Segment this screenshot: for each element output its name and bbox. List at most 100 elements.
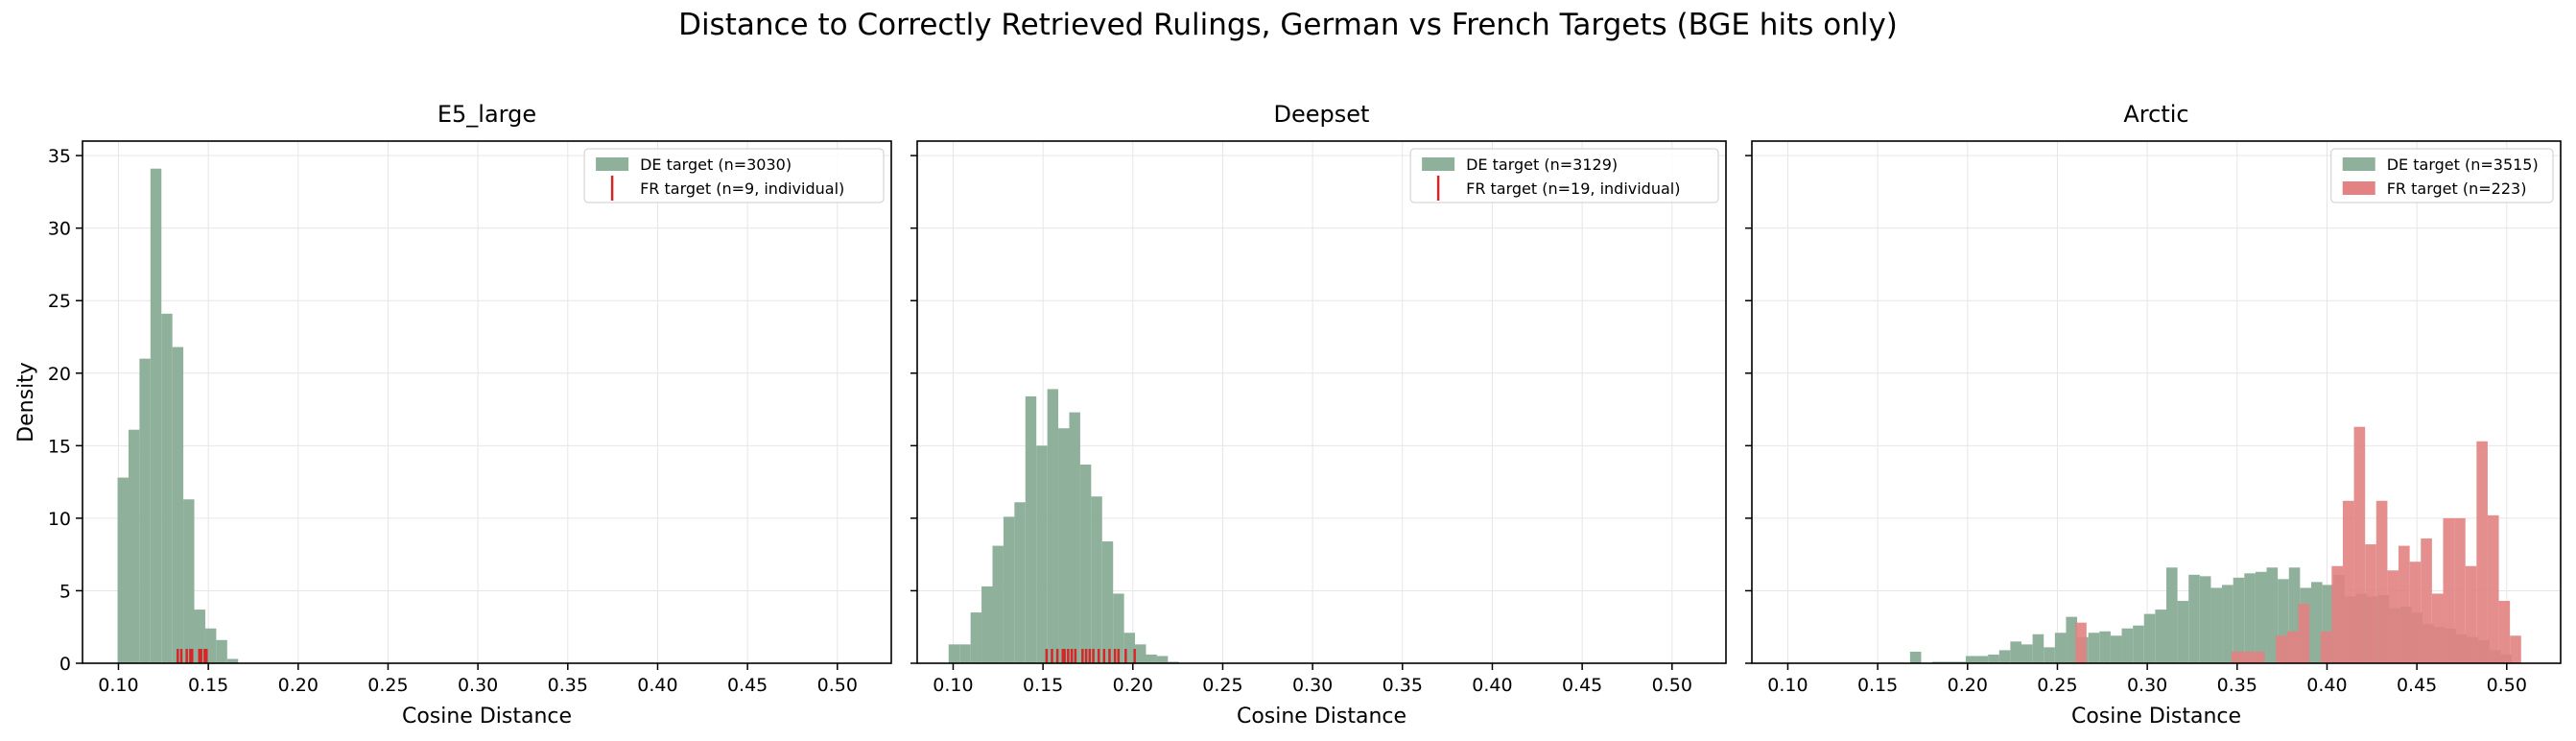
de-histogram-bar xyxy=(2177,601,2189,663)
de-histogram-bar xyxy=(1079,464,1092,663)
fr-histogram-bar xyxy=(2276,635,2287,663)
de-histogram-bar xyxy=(1113,593,1124,663)
fr-histogram-bar xyxy=(2320,631,2332,663)
de-histogram-bar xyxy=(2121,628,2134,663)
de-histogram-bar xyxy=(1146,654,1157,663)
x-tick-label: 0.50 xyxy=(2487,675,2527,696)
de-histogram-bar xyxy=(2133,625,2144,663)
legend-swatch xyxy=(2342,157,2375,171)
de-histogram-bar xyxy=(204,628,217,663)
de-histogram-bar xyxy=(992,545,1004,663)
de-histogram-bar xyxy=(150,168,162,663)
de-histogram-bar xyxy=(2322,585,2334,663)
de-histogram-bar xyxy=(2044,647,2055,663)
x-tick-label: 0.35 xyxy=(548,675,588,696)
de-histogram-bar xyxy=(1091,496,1102,663)
x-tick-label: 0.45 xyxy=(1562,675,1602,696)
de-histogram-bar xyxy=(2266,567,2279,663)
de-histogram-bar xyxy=(216,639,227,663)
legend-box xyxy=(1409,148,1719,203)
de-histogram-bar xyxy=(139,358,151,663)
fr-histogram-bar xyxy=(2487,514,2499,663)
x-tick-label: 0.35 xyxy=(1383,675,1423,696)
de-histogram-bar xyxy=(1976,656,1989,663)
x-tick-label: 0.15 xyxy=(1857,675,1898,696)
fr-histogram-bar xyxy=(2454,517,2466,663)
de-histogram-bar xyxy=(948,644,960,663)
de-histogram-bar xyxy=(2288,567,2301,663)
x-axis-label: Cosine Distance xyxy=(1237,705,1406,729)
de-histogram-bar xyxy=(981,586,993,663)
fr-histogram-bar xyxy=(2443,517,2455,663)
panel-title: Arctic xyxy=(2123,101,2188,128)
x-tick-label: 0.10 xyxy=(98,675,138,696)
legend: DE target (n=3030) FR target (n=9, indivi… xyxy=(583,148,885,203)
x-tick-label: 0.20 xyxy=(1113,675,1153,696)
x-tick-label: 0.35 xyxy=(2217,675,2257,696)
figure-title: Distance to Correctly Retrieved Rulings,… xyxy=(678,8,1898,42)
x-tick-label: 0.50 xyxy=(1652,675,1692,696)
legend-label: FR target (n=223) xyxy=(2387,179,2527,198)
plot-frame xyxy=(1751,140,2562,664)
panel-title: E5_large xyxy=(437,101,536,128)
de-histogram-bar xyxy=(183,499,195,663)
de-histogram-bar xyxy=(2278,579,2289,663)
legend-swatch xyxy=(1422,157,1455,171)
fr-histogram-bar xyxy=(2476,441,2488,663)
de-histogram-bar xyxy=(128,429,140,663)
de-histogram-bar xyxy=(2310,582,2323,663)
x-tick-label: 0.25 xyxy=(2037,675,2077,696)
fr-histogram-bar xyxy=(2075,622,2087,663)
fr-histogram-bar xyxy=(2365,544,2376,663)
legend-box xyxy=(2330,148,2554,203)
fr-histogram-bar xyxy=(2298,604,2310,663)
x-tick-label: 0.20 xyxy=(278,675,319,696)
legend: DE target (n=3129) FR target (n=19, indiv… xyxy=(1409,148,1719,203)
de-histogram-bar xyxy=(2021,644,2033,663)
y-tick-label: 30 xyxy=(48,219,71,240)
de-histogram-bar xyxy=(226,658,239,663)
de-histogram-bar xyxy=(2222,585,2233,663)
de-histogram-bar xyxy=(959,644,971,663)
x-tick-label: 0.15 xyxy=(188,675,228,696)
de-histogram-bar xyxy=(1058,428,1070,663)
y-tick-label: 0 xyxy=(59,654,71,675)
x-tick-label: 0.50 xyxy=(817,675,858,696)
legend-label: DE target (n=3129) xyxy=(1466,155,1618,174)
de-histogram-bar xyxy=(172,347,184,663)
x-tick-label: 0.10 xyxy=(1767,675,1808,696)
y-tick-label: 5 xyxy=(59,581,71,602)
de-histogram-bar xyxy=(2188,574,2200,663)
x-tick-label: 0.10 xyxy=(933,675,973,696)
fr-histogram-bar xyxy=(2342,500,2354,663)
de-histogram-bar xyxy=(2110,635,2122,663)
chart-panel-2: 0.10 0.15 0.20 0.25 0.30 0.35 0.40 0.45 0.50 Deep… xyxy=(910,101,1727,729)
x-tick-label: 0.30 xyxy=(1292,675,1333,696)
x-tick-label: 0.40 xyxy=(2306,675,2347,696)
x-tick-label: 0.45 xyxy=(2397,675,2437,696)
de-histogram-bar xyxy=(2032,633,2044,663)
de-histogram-bar xyxy=(2054,633,2067,663)
de-histogram-bar xyxy=(970,612,982,663)
fr-histogram-bar xyxy=(2387,570,2399,663)
legend-swatch xyxy=(596,157,629,171)
x-tick-label: 0.30 xyxy=(2127,675,2167,696)
fr-histogram-bar xyxy=(2498,601,2511,663)
x-tick-label: 0.45 xyxy=(727,675,768,696)
de-histogram-bar xyxy=(2165,567,2178,663)
de-histogram-bar xyxy=(2255,571,2267,663)
fr-histogram-bar xyxy=(2231,651,2243,663)
y-tick-label: 25 xyxy=(48,291,71,312)
de-histogram-bar xyxy=(1135,644,1146,663)
fr-histogram-bar xyxy=(2399,545,2410,663)
legend-label: DE target (n=3030) xyxy=(640,155,792,174)
fr-histogram-bar xyxy=(2286,631,2299,663)
fr-histogram-bar xyxy=(2510,635,2521,663)
de-histogram-bar xyxy=(1123,633,1136,663)
fr-histogram-bar xyxy=(2331,565,2343,663)
legend: DE target (n=3515) FR target (n=223) xyxy=(2330,148,2554,203)
chart-panel-3: 0.10 0.15 0.20 0.25 0.30 0.35 0.40 0.45 0.50 Arct… xyxy=(1745,101,2562,729)
de-histogram-bar xyxy=(1069,412,1080,663)
de-histogram-bar xyxy=(2199,576,2211,663)
